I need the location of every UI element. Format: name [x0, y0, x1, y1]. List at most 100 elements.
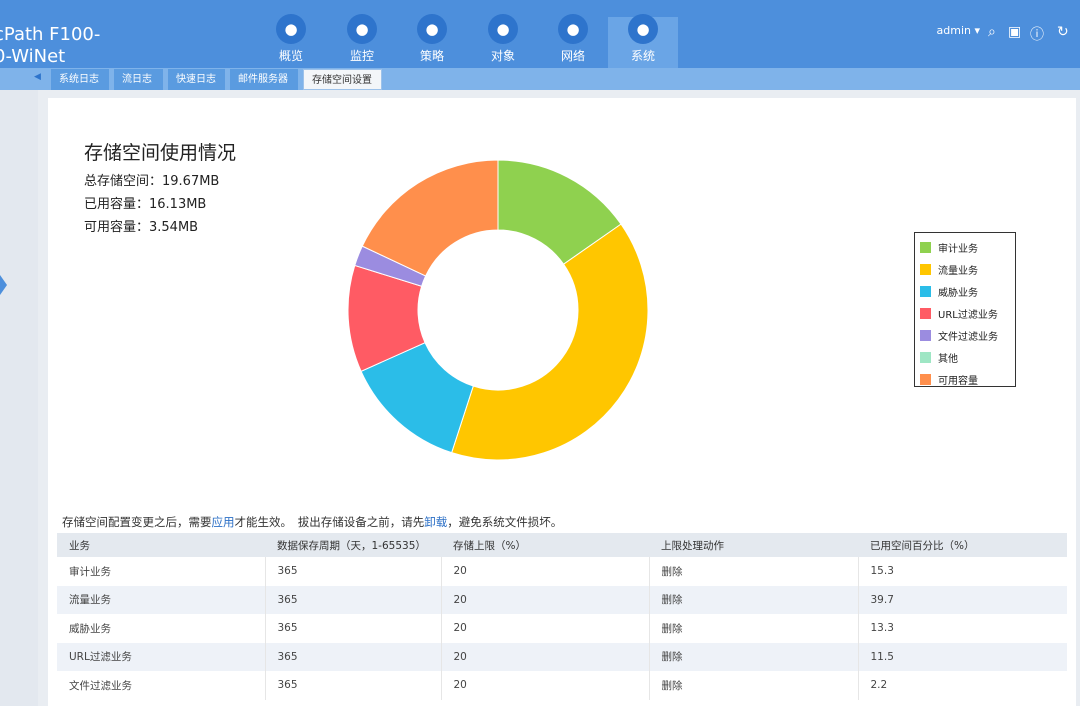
table-row[interactable]: 威胁业务 365 20 删除 13.3: [57, 614, 1067, 643]
table-cell: 11.5: [857, 642, 1067, 671]
storage-donut-chart: [347, 159, 649, 461]
available-storage: 可用容量：3.54MB: [84, 220, 199, 235]
legend-item[interactable]: 审计业务: [920, 236, 1015, 258]
tab-3[interactable]: 邮件服务器: [230, 69, 298, 90]
camera-icon: ●: [347, 14, 377, 44]
nav-label: 策略: [419, 49, 444, 63]
nav-0[interactable]: ● 概览: [256, 14, 326, 68]
legend-swatch: [920, 285, 931, 297]
table-cell: 365: [264, 614, 441, 643]
note-text: 才能生效。 拔出存储设备之前，请先: [234, 515, 425, 529]
legend-label: 其他: [938, 353, 958, 365]
help-icon[interactable]: ⓘ: [1030, 27, 1044, 43]
nav-label: 概览: [278, 49, 303, 63]
table-cell: URL过滤业务: [57, 642, 265, 671]
table-cell: 流量业务: [57, 585, 265, 614]
refresh-icon[interactable]: ↻: [1057, 24, 1069, 40]
table-cell: 365: [264, 671, 441, 700]
nav-1[interactable]: ● 监控: [327, 14, 397, 68]
brand: cPath F100- 0-WiNet: [0, 24, 100, 68]
table-row[interactable]: 审计业务 365 20 删除 15.3: [57, 557, 1067, 586]
legend-item[interactable]: 文件过滤业务: [920, 324, 1015, 346]
table-cell: 威胁业务: [69, 622, 111, 635]
nav-label: 系统: [630, 49, 655, 63]
legend-item[interactable]: 可用容量: [920, 368, 1015, 390]
legend-label: 审计业务: [938, 243, 978, 255]
legend-swatch: [920, 351, 931, 363]
user-menu[interactable]: admin ▾: [936, 24, 981, 37]
nav-label: 网络: [560, 49, 585, 63]
legend-label: 文件过滤业务: [938, 331, 998, 343]
legend-label: URL过滤业务: [938, 309, 998, 321]
table-cell: 20: [440, 585, 649, 614]
donut-slice-1[interactable]: [451, 223, 649, 461]
table-cell: 20: [440, 671, 649, 700]
legend-label: 可用容量: [938, 375, 978, 387]
legend-item[interactable]: 流量业务: [920, 258, 1015, 280]
table-cell: 365: [264, 585, 441, 614]
legend-item[interactable]: 其他: [920, 346, 1015, 368]
search-icon[interactable]: ⌕: [988, 24, 996, 40]
column-header: 数据保存周期（天，1-65535）: [265, 533, 441, 557]
top-header: cPath F100- 0-WiNet ● 概览 ● 监控 ● 策略 ● 对象 ● 网络 ● 系统 ad…: [0, 0, 1080, 68]
nav-label: 监控: [349, 49, 374, 63]
column-header: 业务: [57, 533, 265, 557]
legend-swatch: [920, 307, 931, 319]
tab-0[interactable]: 系统日志: [51, 69, 109, 90]
nav-label: 对象: [490, 49, 515, 63]
brand-line: cPath F100-: [0, 24, 101, 45]
sidebar: [0, 90, 38, 706]
legend-swatch: [920, 241, 931, 253]
tab-4[interactable]: 存储空间设置: [303, 69, 382, 90]
tab-bar: ◀ 系统日志 流日志 快速日志 邮件服务器 存储空间设置: [0, 68, 1080, 90]
legend-swatch: [920, 329, 931, 341]
table-cell: 365: [264, 642, 441, 671]
legend-item[interactable]: 威胁业务: [920, 280, 1015, 302]
table-cell: 删除: [648, 671, 858, 700]
column-header: 上限处理动作: [649, 533, 858, 557]
legend-swatch: [920, 263, 931, 275]
table-cell: 文件过滤业务: [69, 679, 132, 692]
table-cell: 13.3: [857, 614, 1067, 643]
nav-5[interactable]: ● 系统: [608, 14, 678, 68]
legend-label: 威胁业务: [938, 287, 978, 299]
shield-icon: ●: [417, 14, 447, 44]
save-icon[interactable]: ▣: [1008, 24, 1022, 40]
legend-label: 流量业务: [938, 265, 978, 277]
tab-1[interactable]: 流日志: [114, 69, 163, 90]
note-text: ，避免系统文件损坏。: [447, 515, 563, 529]
nav-3[interactable]: ● 对象: [468, 14, 538, 68]
column-header: 存储上限（%）: [441, 533, 649, 557]
column-header: 已用空间百分比（%）: [858, 533, 1067, 557]
nav-2[interactable]: ● 策略: [397, 14, 467, 68]
table-cell: 删除: [648, 585, 858, 614]
used-storage: 已用容量：16.13MB: [84, 197, 207, 212]
apply-link[interactable]: 应用: [211, 515, 235, 529]
table-cell: 39.7: [857, 585, 1067, 614]
tab-2[interactable]: 快速日志: [168, 69, 225, 90]
table-row[interactable]: 流量业务 365 20 删除 39.7: [57, 585, 1067, 614]
total-storage: 总存储空间：19.67MB: [84, 174, 220, 189]
table-cell: 15.3: [857, 557, 1067, 586]
config-note: 存储空间配置变更之后，需要应用才能生效。 拔出存储设备之前，请先卸载，避免系统文…: [62, 514, 562, 530]
sidebar-toggle-icon[interactable]: [0, 275, 7, 295]
share-icon: ●: [488, 14, 518, 44]
globe-icon: ●: [558, 14, 588, 44]
nav-4[interactable]: ● 网络: [538, 14, 608, 68]
table-cell: 20: [440, 614, 649, 643]
legend-item[interactable]: URL过滤业务: [920, 302, 1015, 324]
table-cell: 删除: [648, 614, 858, 643]
table-row[interactable]: URL过滤业务 365 20 删除 11.5: [57, 642, 1067, 671]
page-title: 存储空间使用情况: [84, 142, 237, 164]
table-cell: 审计业务: [69, 565, 111, 578]
unmount-link[interactable]: 卸载: [424, 515, 448, 529]
table-row[interactable]: 文件过滤业务 365 20 删除 2.2: [57, 671, 1067, 700]
username: admin: [936, 24, 971, 37]
table-cell: 365: [264, 557, 441, 586]
tabs-scroll-left-icon[interactable]: ◀: [34, 72, 41, 82]
brand-line: 0-WiNet: [0, 46, 66, 67]
chart-legend: 审计业务流量业务威胁业务 URL过滤业务 文件过滤业务 其他可用容量: [914, 232, 1016, 387]
table-cell: 20: [440, 642, 649, 671]
table-cell: 删除: [648, 557, 858, 586]
donut-slice-6[interactable]: [361, 159, 499, 277]
